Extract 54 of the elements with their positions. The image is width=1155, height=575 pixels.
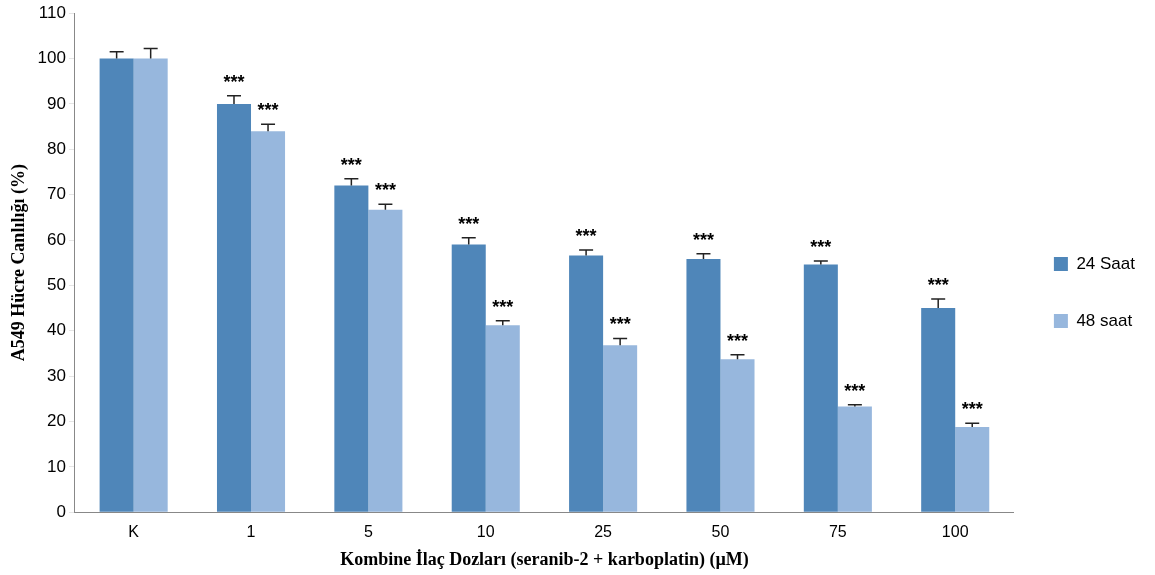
y-tick-label: 90 xyxy=(47,93,66,113)
bar xyxy=(921,308,956,512)
y-tick-label: 100 xyxy=(37,48,66,68)
x-tick-label: K xyxy=(128,523,140,541)
legend-label: 48 saat xyxy=(1076,310,1133,330)
y-tick-label: 80 xyxy=(47,138,66,158)
bar xyxy=(133,58,168,512)
x-tick-label: 25 xyxy=(594,523,613,541)
annotation: *** xyxy=(692,229,714,250)
bar xyxy=(569,255,604,512)
annotation: *** xyxy=(257,100,279,121)
annotation: *** xyxy=(575,225,597,246)
annotation: *** xyxy=(961,399,983,420)
bar xyxy=(686,259,721,512)
bar xyxy=(803,264,838,512)
y-tick-label: 70 xyxy=(47,184,66,204)
annotation: *** xyxy=(340,154,362,175)
x-tick-label: 1 xyxy=(246,523,256,541)
y-tick-label: 0 xyxy=(56,501,66,521)
bar xyxy=(720,359,755,512)
bar xyxy=(216,103,252,512)
legend-label: 24 Saat xyxy=(1076,253,1136,273)
x-tick-label: 75 xyxy=(828,523,847,541)
x-tick-label: 5 xyxy=(363,523,373,541)
x-tick-label: 50 xyxy=(711,523,730,541)
y-tick-label: 60 xyxy=(47,229,66,249)
x-axis-title: Kombine İlaç Dozları (seranib-2 + karboplatin) (µM) xyxy=(340,548,749,570)
annotation: *** xyxy=(223,71,245,92)
annotation: *** xyxy=(726,330,749,351)
bar xyxy=(368,209,403,512)
annotation: *** xyxy=(492,296,514,317)
y-tick-label: 40 xyxy=(47,320,66,340)
annotation: *** xyxy=(810,236,832,257)
y-tick-label: 50 xyxy=(47,275,66,295)
bar xyxy=(603,345,638,512)
bar xyxy=(837,406,872,512)
bar xyxy=(251,131,286,512)
bar xyxy=(334,185,369,512)
bar xyxy=(955,426,990,512)
annotation: *** xyxy=(609,314,631,335)
annotation: *** xyxy=(927,274,949,295)
y-tick-label: 20 xyxy=(47,411,66,431)
annotation: *** xyxy=(458,213,480,234)
bar xyxy=(451,244,486,512)
bar xyxy=(485,325,520,512)
y-tick-label: 110 xyxy=(38,2,66,22)
annotation: *** xyxy=(374,180,396,201)
annotation: *** xyxy=(844,380,866,401)
y-tick-label: 30 xyxy=(47,365,66,385)
x-tick-label: 10 xyxy=(476,523,495,541)
bar xyxy=(99,58,134,512)
x-tick-label: 100 xyxy=(941,523,969,541)
y-tick-label: 10 xyxy=(47,456,66,476)
y-axis-title: A549 Hücre Canlılığı (%) xyxy=(8,164,30,362)
